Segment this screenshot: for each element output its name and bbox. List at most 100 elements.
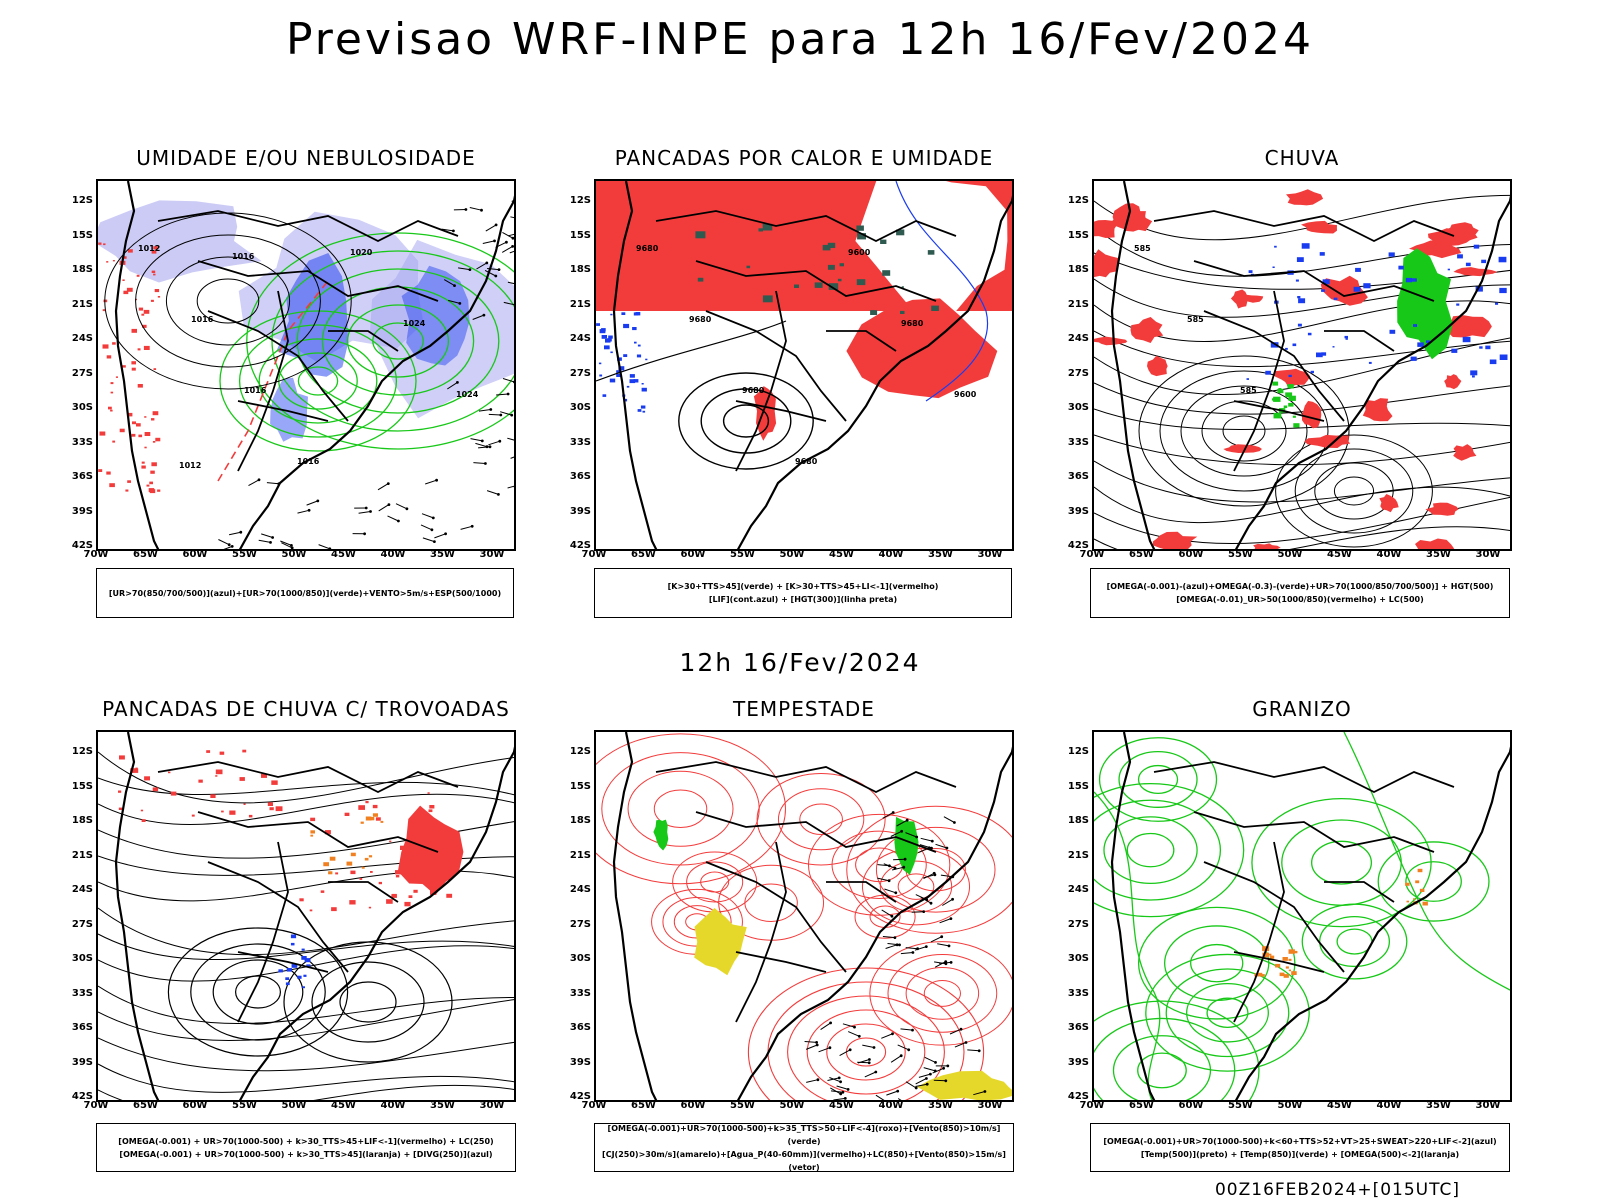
teal-speckle [828,283,839,290]
streamline [1094,408,1510,430]
red-speckle [248,814,253,818]
forecast-map: 9680 9680 9680 9680 9600 9680 9600 [596,181,1012,549]
latitude-tick-label: 24S [569,333,591,344]
height-contour [596,320,787,382]
blue-speckle [641,387,647,392]
coastline [612,181,1012,549]
wind-vector-head [946,1064,950,1068]
red-speckle [153,246,158,250]
coastline [612,732,1012,1100]
longitude-tick-label: 55W [1228,549,1253,560]
red-speckle [408,895,413,898]
wind-vector-head [846,1088,850,1091]
blue-speckle [1388,252,1395,257]
longitude-tick-label: 70W [83,1100,109,1111]
temperature-850-contour [1163,925,1270,1001]
teal-speckle [880,239,887,244]
wind-vector [923,1067,936,1072]
wind-vector-head [458,302,462,305]
legend-line: [OMEGA(-0.001)+UR>70(1000-500)+k<60+TTS>… [1103,1136,1497,1146]
temperature-850-contour [1311,840,1373,885]
country-border [705,861,847,973]
blue-speckle [629,379,636,384]
precipitable-water-contour [826,1023,906,1081]
wind-vector-head [387,503,391,506]
latitude-tick-label: 39S [1067,1056,1089,1068]
jet-area [694,908,747,976]
legend-line: [OMEGA(-0.01)_UR>50(1000/850)(vermelho) … [1176,595,1424,604]
pressure-contour [165,256,291,346]
longitude-tick-label: 60W [680,549,706,560]
precipitable-water-contour [806,1009,926,1095]
latitude-tick-label: 39S [569,505,591,517]
streamline-eddy [311,961,425,1043]
longitude-tick-label: 35W [430,549,455,560]
field-patch [98,200,262,283]
precipitable-water-contour [845,1037,887,1067]
wind-vector-head [947,944,951,948]
wind-vector-head [900,829,904,833]
country-border [826,330,897,352]
red-speckle [331,907,337,912]
wind-vector [830,1090,843,1093]
precipitable-water-contour [653,789,708,829]
precipitable-water-contour [897,873,935,900]
wind-vector [488,413,501,416]
streamline-eddy [212,959,304,1025]
country-border [1193,260,1435,302]
contour-label: 9600 [954,390,977,399]
longitude-tick-label: 70W [581,549,607,560]
wind-vector [478,409,491,412]
forecast-map-panel: 9680 9680 9680 9680 9600 9680 9600 [594,179,1014,551]
red-speckle [131,328,137,333]
wind-vector-head [386,482,390,485]
longitude-tick-label: 50W [281,1100,307,1111]
blue-speckle [598,362,602,365]
wind-vector-head [944,1079,948,1083]
wind-vector [949,1028,962,1035]
orange-speckle [360,821,364,824]
red-speckle [138,434,143,438]
longitude-tick-label: 65W [133,549,158,560]
humidity-contour [346,304,450,378]
streamline [98,751,514,804]
wind-vector [281,542,293,549]
wind-vector-head [857,1034,861,1038]
wind-vector-head [902,865,906,869]
country-border [705,310,847,422]
latitude-tick-label: 18S [569,264,591,275]
wind-vector-head [497,493,500,496]
rain-patch [1094,336,1128,346]
blue-speckle [1481,259,1487,264]
wind-vector [482,240,495,244]
contour-label: 585 [1240,386,1257,395]
red-speckle [242,749,247,753]
wind-vector [920,837,933,842]
wind-vector-head [933,873,937,877]
orange-speckle [1269,955,1275,959]
wind-vector [387,515,399,522]
blue-speckle [1322,279,1330,285]
blue-speckle [1307,332,1312,336]
forecast-map [98,732,514,1100]
wind-vector-head [511,245,514,248]
latitude-tick-label: 33S [71,436,93,448]
blue-speckle [1321,289,1325,292]
blue-speckle [616,370,621,374]
red-speckle [267,802,273,806]
blue-speckle [1321,352,1327,356]
red-speckle [157,489,161,492]
blue-speckle [1447,268,1450,271]
longitude-tick-label: 70W [581,1100,607,1111]
wind-vector [507,485,514,489]
red-speckle [136,423,141,427]
latitude-tick-label: 18S [71,815,93,826]
red-speckle [350,870,356,875]
blue-speckle [1345,338,1348,340]
field-patch [401,265,470,366]
latitude-tick-label: 33S [1067,436,1089,448]
blue-speckle [1425,340,1430,343]
wind-vector [420,524,433,531]
wind-vector [935,843,948,849]
blue-speckle [1498,256,1507,263]
